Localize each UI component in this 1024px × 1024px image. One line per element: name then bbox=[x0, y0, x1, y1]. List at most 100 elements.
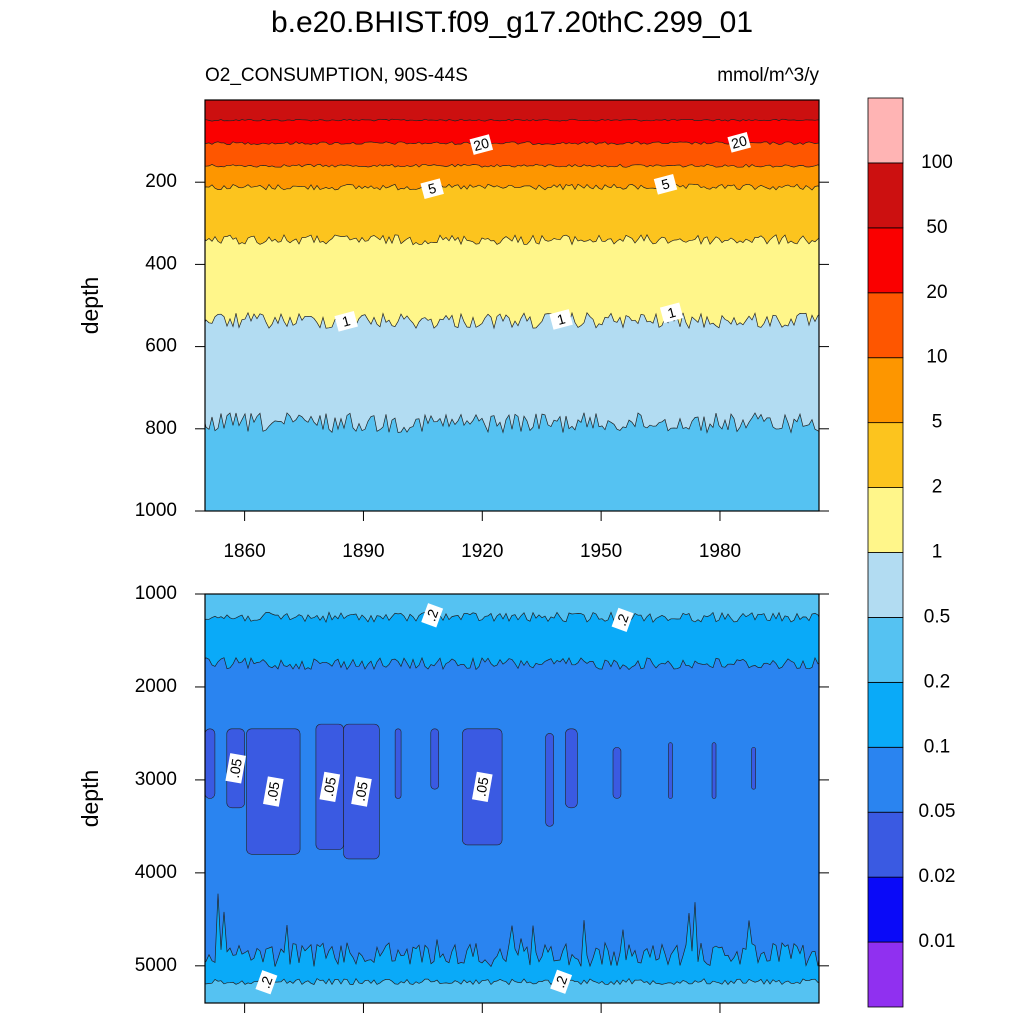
contour-patch bbox=[668, 742, 673, 799]
contour-label: 20 bbox=[730, 132, 749, 152]
colorbar-swatch bbox=[867, 357, 904, 424]
contour-label-group: .05 bbox=[225, 753, 247, 784]
contour-patch bbox=[545, 733, 554, 827]
contour-patch bbox=[205, 728, 216, 799]
contour-label-box bbox=[421, 603, 444, 628]
contour-patch bbox=[711, 742, 717, 799]
colorbar-swatch bbox=[867, 487, 904, 553]
contour-label: 1 bbox=[666, 304, 678, 322]
contour-label-group: .05 bbox=[471, 771, 493, 803]
colorbar-label: 0.05 bbox=[919, 801, 956, 822]
colorbar-swatch bbox=[867, 941, 904, 1008]
colorbar-label: 20 bbox=[926, 282, 947, 303]
contour-line bbox=[205, 141, 819, 146]
contour-label: 20 bbox=[472, 134, 491, 154]
contour-label-group: .2 bbox=[421, 603, 444, 628]
x-tick-label: 1860 bbox=[223, 541, 265, 562]
colorbar-label: 2 bbox=[932, 477, 943, 498]
colorbar-swatch bbox=[867, 227, 904, 294]
colorbar-label: 0.02 bbox=[919, 866, 956, 887]
contour-label: .2 bbox=[257, 974, 276, 991]
contour-label-box bbox=[319, 771, 341, 803]
colorbar-swatch bbox=[867, 746, 904, 813]
colorbar-label: 100 bbox=[921, 152, 953, 173]
contour-label: 1 bbox=[340, 312, 352, 330]
contour-label-box bbox=[611, 607, 634, 633]
contour-line bbox=[205, 611, 819, 624]
contour-label-group: 1 bbox=[334, 311, 358, 332]
plot-area bbox=[205, 594, 819, 1003]
contour-line bbox=[205, 311, 819, 330]
y-tick-label: 5000 bbox=[135, 955, 177, 976]
contour-band bbox=[205, 893, 819, 1003]
contour-label-box bbox=[550, 969, 573, 994]
contour-patch bbox=[751, 747, 756, 790]
contour-label: .05 bbox=[472, 776, 491, 798]
contour-line bbox=[205, 163, 819, 168]
contour-label-group: 5 bbox=[653, 174, 678, 195]
colorbar-swatch bbox=[867, 162, 904, 229]
contour-line bbox=[205, 893, 819, 968]
contour-label-box bbox=[471, 771, 493, 803]
contour-label: .05 bbox=[263, 780, 282, 802]
colorbar-label: 5 bbox=[932, 412, 943, 433]
contour-label-box bbox=[659, 302, 684, 324]
figure-title: b.e20.BHIST.f09_g17.20thC.299_01 bbox=[271, 6, 753, 39]
colorbar-label: 50 bbox=[926, 217, 947, 238]
contour-label-box bbox=[263, 776, 284, 807]
contour-label-group: .2 bbox=[611, 607, 634, 633]
contour-label-group: 1 bbox=[549, 309, 573, 330]
contour-line bbox=[205, 234, 819, 246]
x-tick-label: 1890 bbox=[342, 541, 384, 562]
x-tick-label: 1950 bbox=[580, 541, 622, 562]
colorbar-label: 0.01 bbox=[919, 931, 956, 952]
colorbar-label: 10 bbox=[926, 347, 947, 368]
y-axis-label: depth bbox=[77, 277, 103, 335]
contour-patch bbox=[612, 747, 622, 799]
contour-label-box bbox=[420, 178, 444, 200]
contour-label: .2 bbox=[422, 607, 441, 624]
colorbar-swatch bbox=[867, 292, 904, 359]
contour-band bbox=[205, 412, 819, 511]
colorbar-swatch bbox=[867, 97, 904, 164]
contour-label-group: 20 bbox=[469, 134, 494, 155]
contour-label-group: .2 bbox=[550, 969, 573, 994]
contour-label: .2 bbox=[613, 611, 632, 628]
contour-line bbox=[205, 183, 819, 191]
contour-patch bbox=[394, 728, 402, 799]
colorbar-swatch bbox=[867, 876, 904, 943]
contour-line bbox=[205, 412, 819, 434]
plot-frame bbox=[204, 593, 820, 1004]
y-axis-label: depth bbox=[77, 770, 103, 828]
colorbar-swatch bbox=[867, 811, 904, 878]
contour-label-box bbox=[653, 174, 678, 195]
panel-right-label: mmol/m^3/y bbox=[717, 65, 819, 86]
y-tick-label: 800 bbox=[145, 418, 177, 439]
contour-label: 1 bbox=[555, 310, 567, 328]
contour-label-box bbox=[549, 309, 573, 330]
contour-label-box bbox=[351, 776, 372, 807]
contour-label: .05 bbox=[226, 757, 245, 779]
y-tick-label: 1000 bbox=[135, 583, 177, 604]
contour-line bbox=[205, 977, 819, 986]
colorbar-swatch bbox=[867, 681, 904, 748]
contour-label-box bbox=[255, 970, 278, 995]
x-tick-label: 1980 bbox=[699, 541, 741, 562]
colorbar-label: 1 bbox=[932, 542, 943, 563]
contour-label-group: 1 bbox=[659, 302, 684, 324]
contour-label: .2 bbox=[551, 973, 570, 990]
y-tick-label: 600 bbox=[145, 336, 177, 357]
colorbar-label: 0.5 bbox=[924, 606, 950, 627]
contour-label: 5 bbox=[426, 180, 438, 198]
contour-label-group: 5 bbox=[420, 178, 444, 200]
y-tick-label: 200 bbox=[145, 171, 177, 192]
contour-label-group: .05 bbox=[319, 771, 341, 803]
contour-label-group: .05 bbox=[263, 776, 284, 807]
contour-label: 5 bbox=[660, 175, 672, 193]
contour-label-box bbox=[334, 311, 358, 332]
y-tick-label: 2000 bbox=[135, 676, 177, 697]
contour-label-box bbox=[225, 753, 247, 784]
contour-patch bbox=[565, 728, 578, 809]
contour-label-group: .05 bbox=[351, 776, 372, 807]
